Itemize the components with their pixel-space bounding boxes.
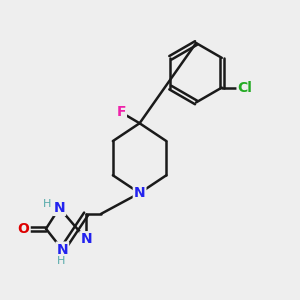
Text: N: N <box>80 232 92 246</box>
Text: F: F <box>116 105 126 119</box>
Text: H: H <box>57 256 65 266</box>
Text: O: O <box>18 222 30 236</box>
Text: N: N <box>53 201 65 215</box>
Text: N: N <box>134 186 146 200</box>
Text: H: H <box>43 200 51 209</box>
Text: Cl: Cl <box>238 81 252 94</box>
Text: N: N <box>56 243 68 256</box>
